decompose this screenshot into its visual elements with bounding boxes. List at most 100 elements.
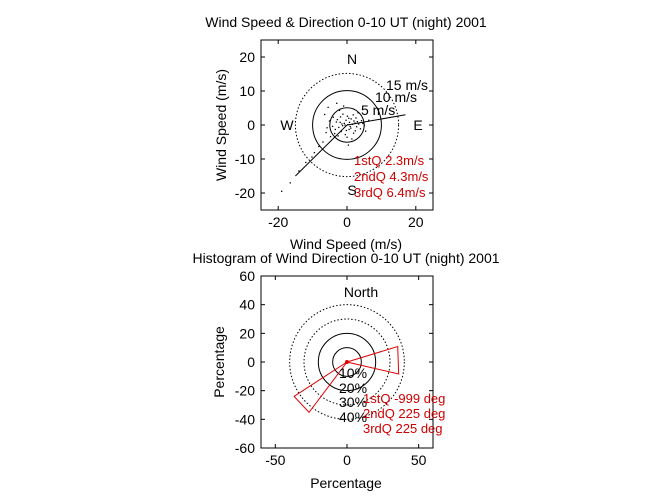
pct-ytick-label: -20 xyxy=(235,383,255,399)
wind-data-point xyxy=(368,119,370,121)
direction-quartile-2: 2ndQ 225 deg xyxy=(363,406,445,421)
pct-ytick-label: 20 xyxy=(239,325,255,341)
compass-north: N xyxy=(347,51,357,67)
wind-data-point xyxy=(345,119,347,121)
wind-data-point xyxy=(289,182,291,184)
wind-data-point xyxy=(334,132,336,135)
wind-data-point xyxy=(327,106,329,109)
wind-data-point xyxy=(313,151,316,154)
wind-data-point xyxy=(339,121,341,123)
wind-ytick-label: -20 xyxy=(235,185,255,201)
direction-origin-dot xyxy=(345,360,349,364)
pct-ytick-label: -60 xyxy=(235,440,255,456)
wind-data-point xyxy=(345,129,348,132)
ring-label-5: 5 m/s xyxy=(361,102,395,118)
pct-ring-label-20: 20% xyxy=(339,380,367,396)
wind-data-point xyxy=(351,138,353,140)
wind-ytick-label: 10 xyxy=(239,83,255,99)
direction-quartile-1: 1stQ -999 deg xyxy=(363,391,445,406)
wind-data-point xyxy=(350,118,352,120)
compass-south: S xyxy=(347,182,356,198)
pct-xtick-label: 50 xyxy=(411,452,427,468)
wind-data-point xyxy=(350,127,352,129)
wind-data-point xyxy=(349,125,351,128)
pct-ytick-label: 60 xyxy=(239,268,255,284)
pct-ring xyxy=(317,332,377,392)
pct-ring xyxy=(303,318,391,406)
wind-ytick-label: 0 xyxy=(247,117,255,133)
wind-data-point xyxy=(325,131,327,134)
wind-data-point xyxy=(362,122,364,124)
wind-quartile-1: 1stQ 2.3m/s xyxy=(354,153,425,168)
wind-data-point xyxy=(311,156,313,158)
wind-ytick-label: -10 xyxy=(235,151,255,167)
pct-ytick-label: 0 xyxy=(247,354,255,370)
wind-xtick-label: 0 xyxy=(343,214,351,230)
wind-data-point xyxy=(354,130,356,132)
ring-label-10: 10 m/s xyxy=(375,89,417,105)
speed-ring xyxy=(312,90,382,160)
wind-data-point xyxy=(354,122,356,124)
direction-wedge xyxy=(345,345,400,375)
direction-plot-xlabel: Percentage xyxy=(310,475,382,491)
wind-data-point xyxy=(355,117,357,119)
wind-data-point xyxy=(336,118,339,121)
wind-data-point xyxy=(364,130,367,132)
wind-xtick-label: 20 xyxy=(408,214,424,230)
wind-data-point xyxy=(335,121,338,123)
wind-data-point xyxy=(343,122,345,124)
wind-data-point xyxy=(298,170,300,172)
wind-data-point xyxy=(348,128,350,131)
wind-vector-line xyxy=(295,124,348,177)
wind-data-point xyxy=(348,121,351,123)
wind-direction-plot: Histogram of Wind Direction 0-10 UT (nig… xyxy=(192,250,499,491)
wind-data-point xyxy=(334,128,337,131)
wind-plot-xlabel: Wind Speed (m/s) xyxy=(290,236,402,252)
wind-vector-line xyxy=(346,114,406,126)
pct-ytick-label: -40 xyxy=(235,411,255,427)
wind-data-point xyxy=(338,126,340,129)
wind-data-point xyxy=(328,120,331,122)
wind-data-point xyxy=(342,113,344,115)
wind-data-point xyxy=(340,130,342,133)
wind-data-point xyxy=(341,125,344,127)
wind-data-point xyxy=(338,109,341,112)
wind-quartile-2: 2ndQ 4.3m/s xyxy=(354,169,429,184)
wind-data-point xyxy=(344,133,346,136)
wind-speed-plot: Wind Speed & Direction 0-10 UT (night) 2… xyxy=(205,14,487,252)
wind-data-point xyxy=(344,124,346,126)
wind-data-point xyxy=(347,144,350,146)
ring-label-15: 15 m/s xyxy=(386,77,428,93)
wind-data-point xyxy=(346,136,348,138)
wind-data-point xyxy=(332,116,334,118)
direction-plot-title: Histogram of Wind Direction 0-10 UT (nig… xyxy=(192,250,499,266)
wind-data-point xyxy=(324,113,326,116)
wind-data-point xyxy=(339,116,342,118)
direction-wedge xyxy=(293,361,348,414)
wind-data-point xyxy=(326,127,328,129)
wind-data-point xyxy=(318,145,320,148)
pct-xtick-label: 0 xyxy=(343,452,351,468)
pct-ring xyxy=(289,304,405,420)
wind-ytick-label: 20 xyxy=(239,49,255,65)
wind-xtick-label: -20 xyxy=(268,214,288,230)
wind-data-point xyxy=(352,114,354,116)
wind-data-point xyxy=(331,125,334,128)
wind-data-point xyxy=(353,120,355,122)
wind-plot-ylabel: Wind Speed (m/s) xyxy=(213,69,229,181)
wind-plot-title: Wind Speed & Direction 0-10 UT (night) 2… xyxy=(205,14,487,30)
wind-data-point xyxy=(305,161,307,164)
wind-data-point xyxy=(337,135,339,137)
direction-plot-ylabel: Percentage xyxy=(211,326,227,398)
direction-quartile-3: 3rdQ 225 deg xyxy=(363,421,443,436)
pct-ring-label-30: 30% xyxy=(339,394,367,410)
wind-data-point xyxy=(359,128,362,130)
speed-ring xyxy=(294,72,400,178)
north-label: North xyxy=(344,284,378,300)
wind-data-point xyxy=(342,105,345,107)
wind-data-point xyxy=(281,190,283,192)
compass-west: W xyxy=(280,117,294,133)
wind-data-point xyxy=(352,132,355,134)
pct-ring xyxy=(332,347,362,377)
